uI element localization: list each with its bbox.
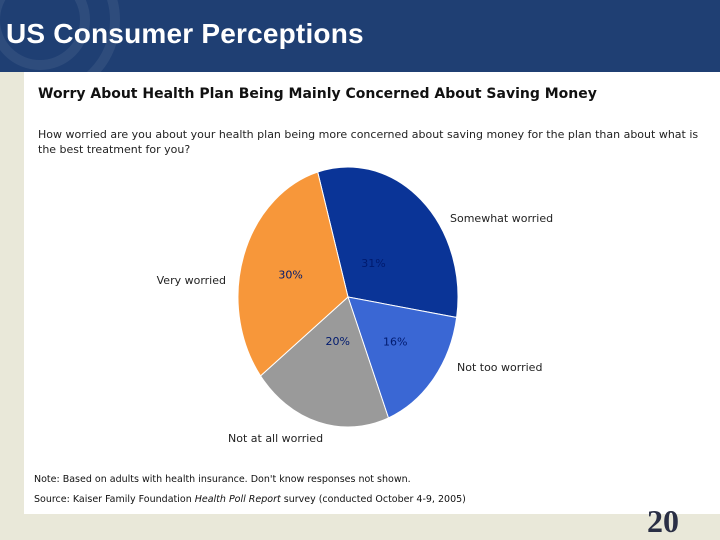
slice-percent-label: 30% <box>278 269 302 282</box>
slice-category-label: Not too worried <box>457 361 542 374</box>
source-suffix: survey (conducted October 4-9, 2005) <box>280 494 466 505</box>
pie-slice-very-worried <box>237 171 349 377</box>
slice-category-label: Very worried <box>157 274 226 287</box>
header-decoration <box>0 0 90 70</box>
slice-category-label: Not at all worried <box>228 432 323 445</box>
chart-source: Source: Kaiser Family Foundation Health … <box>34 494 466 505</box>
slice-category-label: Somewhat worried <box>450 212 553 225</box>
chart-title: Worry About Health Plan Being Mainly Con… <box>38 86 597 102</box>
slide-header: US Consumer Perceptions <box>0 0 720 72</box>
chart-note: Note: Based on adults with health insura… <box>34 474 411 485</box>
pie-slice-not-at-all-worried <box>259 296 390 428</box>
left-strip <box>0 72 24 540</box>
slice-percent-label: 16% <box>383 336 407 349</box>
slice-percent-label: 20% <box>325 335 349 348</box>
slide-title: US Consumer Perceptions <box>6 18 364 49</box>
page-number: 20 <box>647 503 679 539</box>
pie-slice-not-too-worried <box>347 296 458 419</box>
bottom-bar <box>24 514 720 540</box>
pie-slice-somewhat-worried <box>317 166 459 319</box>
slice-percent-label: 31% <box>361 257 385 270</box>
source-title: Health Poll Report <box>194 494 281 505</box>
header-decoration <box>0 0 120 72</box>
survey-question: How worried are you about your health pl… <box>38 128 699 156</box>
source-prefix: Source: Kaiser Family Foundation <box>34 494 195 505</box>
